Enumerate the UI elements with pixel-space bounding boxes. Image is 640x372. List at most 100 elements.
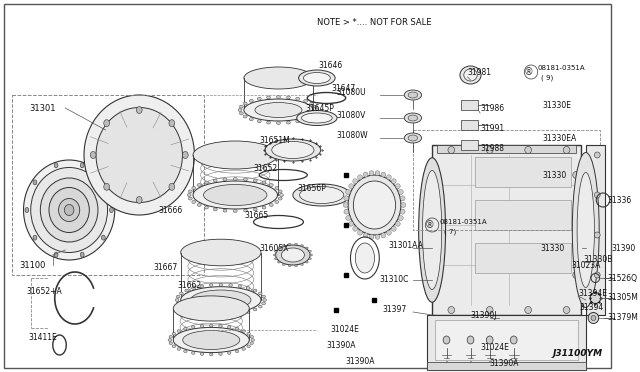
Ellipse shape xyxy=(346,215,351,221)
Ellipse shape xyxy=(169,120,175,127)
Ellipse shape xyxy=(573,171,579,179)
Text: 31666: 31666 xyxy=(159,205,182,215)
Ellipse shape xyxy=(280,193,284,196)
Ellipse shape xyxy=(205,181,209,184)
Ellipse shape xyxy=(244,67,313,89)
Text: 31024E: 31024E xyxy=(480,343,509,353)
Ellipse shape xyxy=(369,171,374,176)
Ellipse shape xyxy=(287,96,291,99)
Ellipse shape xyxy=(173,327,249,353)
Text: 31080U: 31080U xyxy=(336,87,365,96)
Ellipse shape xyxy=(275,250,277,252)
Ellipse shape xyxy=(197,183,201,186)
Text: 31024E: 31024E xyxy=(330,326,359,334)
Ellipse shape xyxy=(308,258,312,260)
Ellipse shape xyxy=(510,336,517,344)
Ellipse shape xyxy=(169,342,173,344)
Bar xyxy=(428,315,586,370)
Ellipse shape xyxy=(184,327,187,330)
Text: 31646: 31646 xyxy=(319,61,343,70)
Ellipse shape xyxy=(209,324,213,327)
Ellipse shape xyxy=(180,287,261,313)
Ellipse shape xyxy=(304,118,308,121)
Ellipse shape xyxy=(40,178,98,242)
Ellipse shape xyxy=(267,121,271,124)
Ellipse shape xyxy=(422,170,442,289)
Bar xyxy=(413,130,600,230)
Ellipse shape xyxy=(33,235,37,240)
Text: 31665: 31665 xyxy=(245,211,269,219)
Ellipse shape xyxy=(172,333,175,335)
Ellipse shape xyxy=(228,352,231,354)
Text: 31330B: 31330B xyxy=(584,256,613,264)
Text: 31301AA: 31301AA xyxy=(388,241,423,250)
Ellipse shape xyxy=(223,178,227,181)
Ellipse shape xyxy=(344,209,349,214)
Ellipse shape xyxy=(185,289,188,292)
Text: 31991: 31991 xyxy=(480,124,504,132)
Ellipse shape xyxy=(464,69,477,81)
Ellipse shape xyxy=(282,263,285,266)
Ellipse shape xyxy=(188,197,192,200)
Ellipse shape xyxy=(183,331,240,349)
Ellipse shape xyxy=(33,180,37,185)
Ellipse shape xyxy=(234,177,237,180)
Ellipse shape xyxy=(262,295,266,298)
Ellipse shape xyxy=(419,158,445,302)
Text: 31080W: 31080W xyxy=(336,131,368,140)
Bar xyxy=(435,320,578,360)
Ellipse shape xyxy=(257,120,261,123)
Ellipse shape xyxy=(278,247,280,249)
Ellipse shape xyxy=(276,245,310,265)
Ellipse shape xyxy=(188,190,192,193)
Ellipse shape xyxy=(54,163,58,168)
Ellipse shape xyxy=(173,296,249,321)
Ellipse shape xyxy=(369,234,374,239)
Bar xyxy=(476,157,572,187)
Ellipse shape xyxy=(259,292,262,295)
Ellipse shape xyxy=(272,141,314,158)
Ellipse shape xyxy=(205,206,209,209)
Ellipse shape xyxy=(349,221,353,226)
Ellipse shape xyxy=(246,311,250,313)
Ellipse shape xyxy=(387,175,391,180)
Text: 31390A: 31390A xyxy=(346,357,375,366)
Ellipse shape xyxy=(392,179,396,184)
Text: 31981: 31981 xyxy=(468,67,492,77)
Text: 31390A: 31390A xyxy=(326,341,356,350)
Bar xyxy=(432,145,581,315)
Ellipse shape xyxy=(275,186,278,190)
Ellipse shape xyxy=(263,299,266,301)
Ellipse shape xyxy=(275,201,278,203)
Ellipse shape xyxy=(300,186,344,203)
Ellipse shape xyxy=(200,353,204,355)
Ellipse shape xyxy=(236,327,239,330)
Ellipse shape xyxy=(343,202,348,208)
Ellipse shape xyxy=(525,147,531,154)
Ellipse shape xyxy=(204,185,267,205)
Ellipse shape xyxy=(251,339,255,341)
Text: 31330: 31330 xyxy=(543,170,567,180)
Ellipse shape xyxy=(353,181,396,229)
Text: 31605X: 31605X xyxy=(259,244,289,253)
Ellipse shape xyxy=(401,202,406,208)
Ellipse shape xyxy=(168,339,172,341)
Ellipse shape xyxy=(358,230,362,235)
Ellipse shape xyxy=(219,283,223,286)
Ellipse shape xyxy=(577,173,595,288)
Ellipse shape xyxy=(191,352,195,354)
Ellipse shape xyxy=(288,243,291,245)
Ellipse shape xyxy=(355,243,374,273)
Text: 08181-0351A: 08181-0351A xyxy=(538,65,586,71)
Ellipse shape xyxy=(590,292,600,304)
Ellipse shape xyxy=(467,336,474,344)
Ellipse shape xyxy=(276,96,280,99)
Ellipse shape xyxy=(294,265,298,267)
Ellipse shape xyxy=(375,234,380,239)
Ellipse shape xyxy=(219,314,223,317)
Ellipse shape xyxy=(247,333,250,335)
Ellipse shape xyxy=(172,345,175,347)
Ellipse shape xyxy=(265,139,321,161)
Ellipse shape xyxy=(239,112,243,115)
Bar xyxy=(12,95,204,275)
